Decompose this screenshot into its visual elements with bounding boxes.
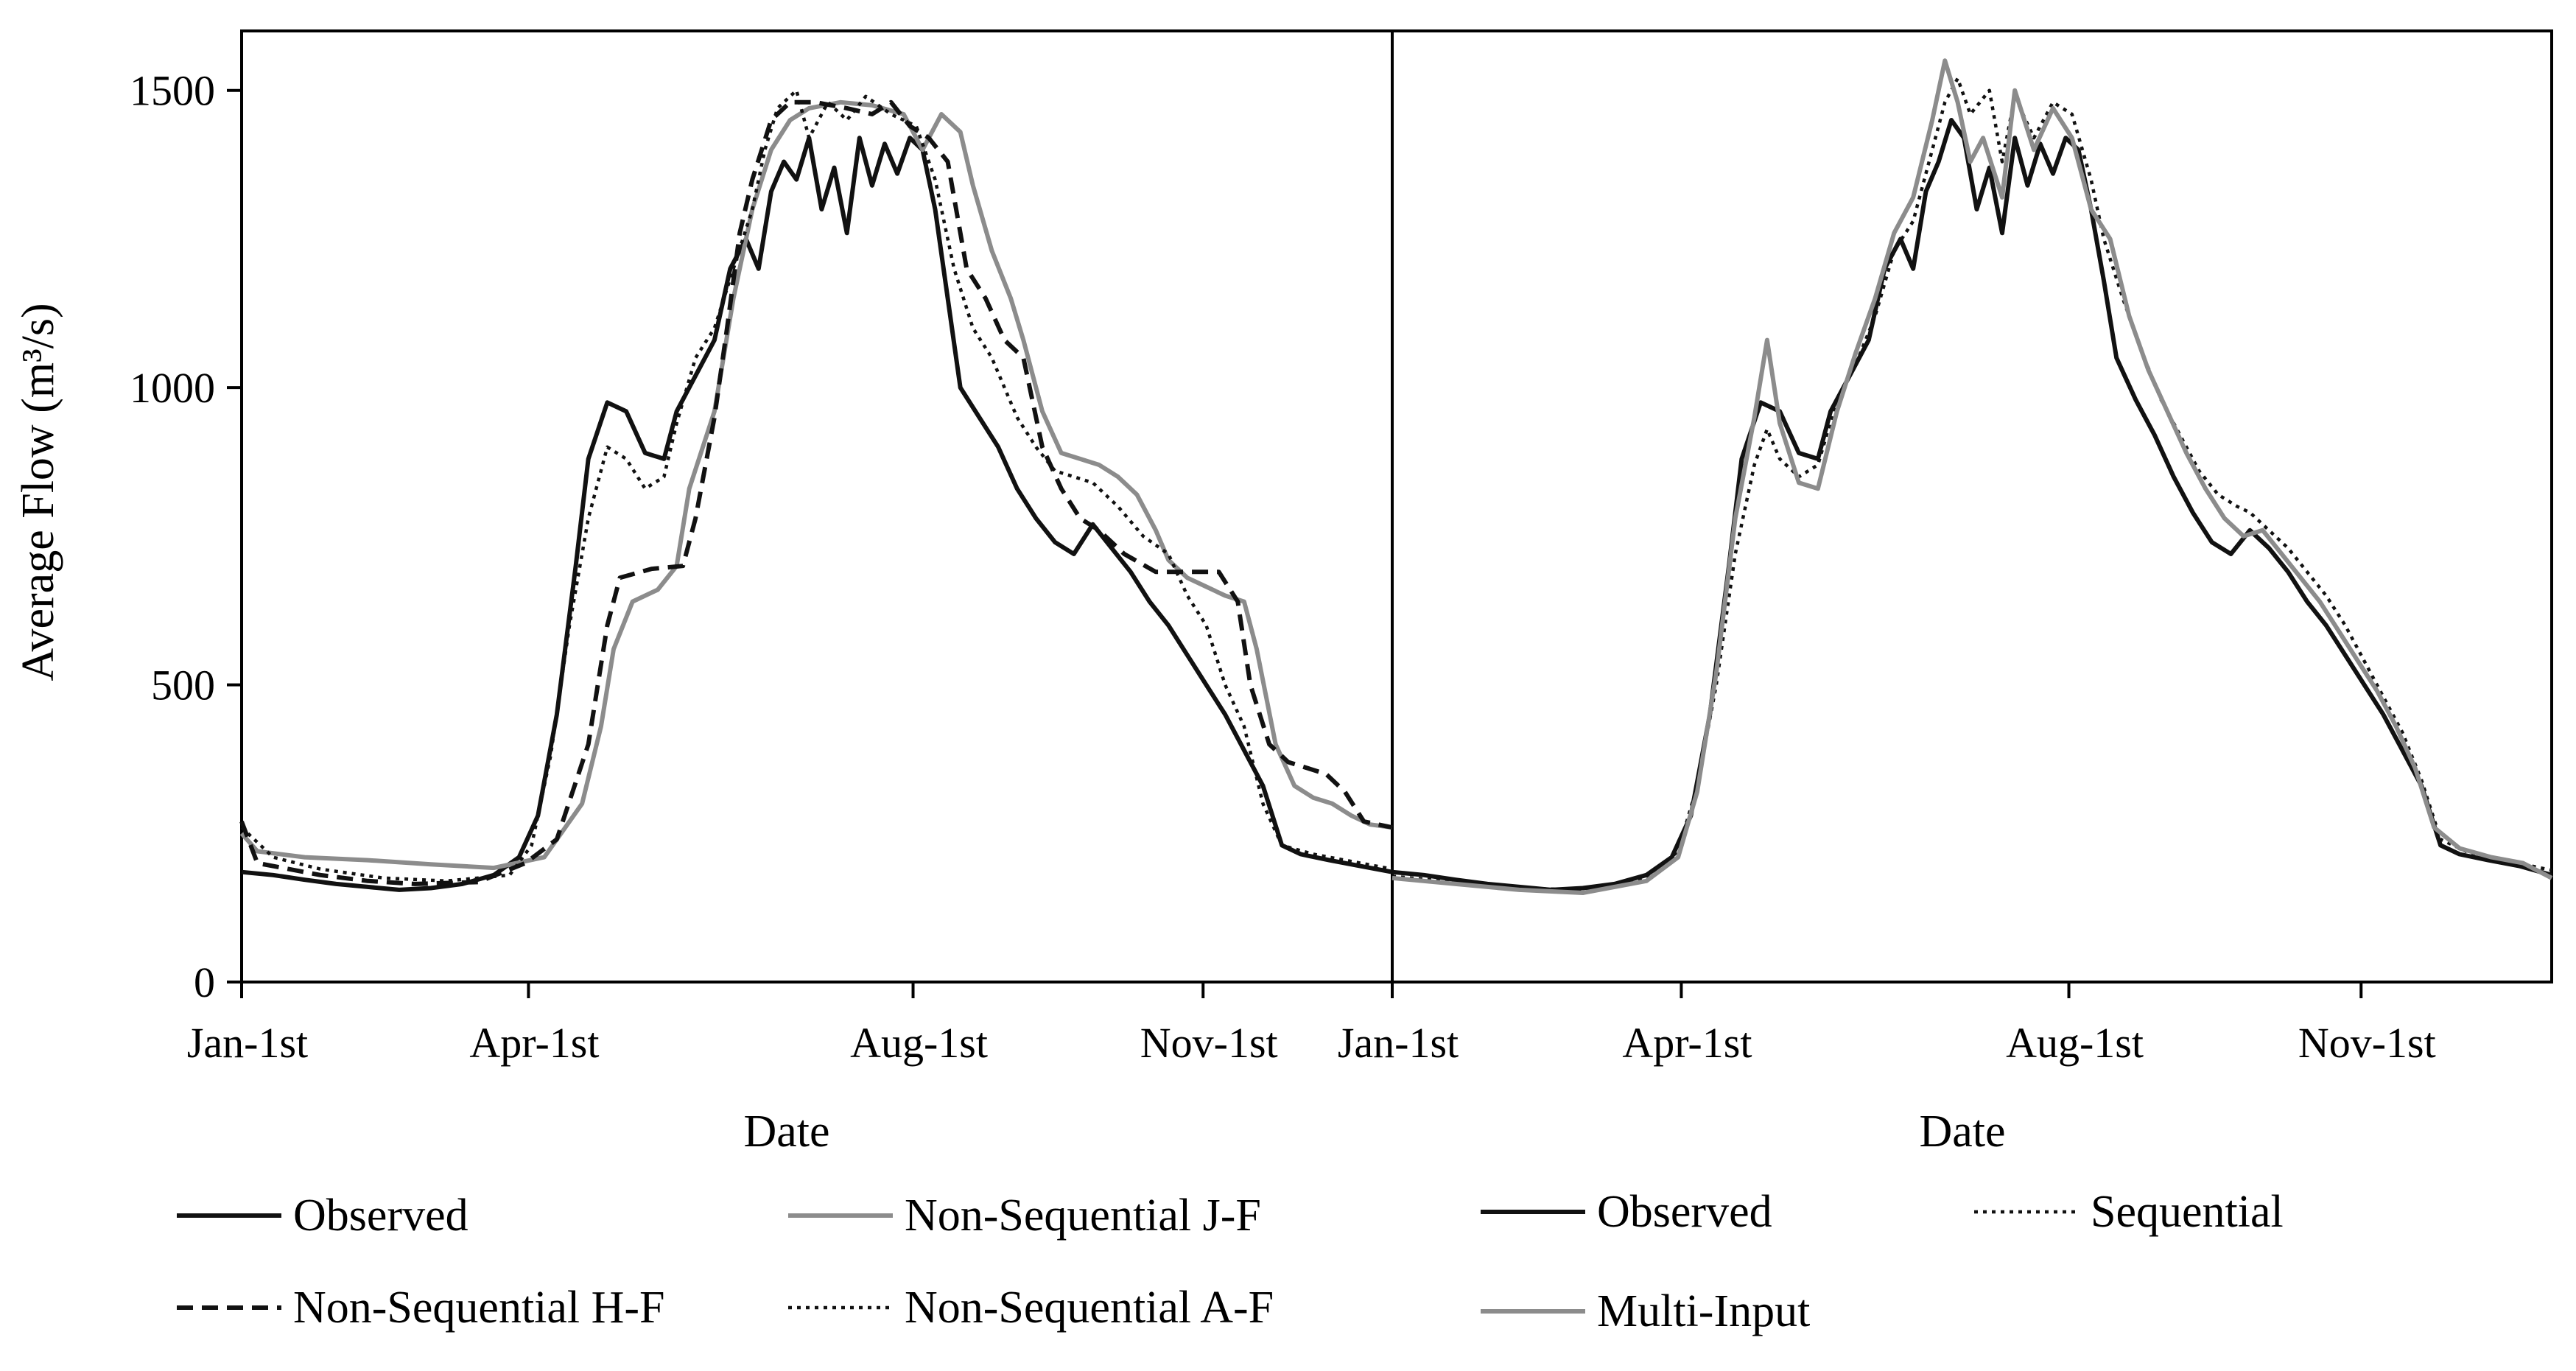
legend-label: Non-Sequential H-F (293, 1283, 665, 1333)
left-panel-series (239, 88, 1393, 892)
y-axis-title: Average Flow (m³/s) (13, 303, 63, 681)
x-tick-label: Nov-1st (1140, 1019, 1278, 1067)
series-line-multi-input (1391, 58, 2553, 895)
y-tick-label: 1000 (130, 364, 215, 412)
series-line-observed (1391, 118, 2552, 892)
legend-label: Observed (293, 1191, 468, 1241)
right-panel-frame (1391, 29, 2553, 983)
series-line-non-sequential-h-f (239, 99, 1393, 886)
x-tick-label: Aug-1st (850, 1019, 988, 1067)
x-tick-label: Nov-1st (2298, 1019, 2436, 1067)
legend-label: Sequential (2091, 1187, 2284, 1237)
y-tick-label: 500 (151, 662, 215, 709)
x-axis-title-right: Date (1919, 1107, 2005, 1157)
right-panel-ticks: Jan-1st Apr-1st Aug-1st Nov-1st (1338, 982, 2436, 1067)
legend-label: Non-Sequential J-F (905, 1191, 1261, 1241)
x-tick-label: Apr-1st (1622, 1019, 1752, 1067)
y-tick-label: 0 (194, 958, 215, 1006)
x-tick-label: Aug-1st (2006, 1019, 2144, 1067)
legend-label: Multi-Input (1597, 1286, 1810, 1336)
series-line-sequential (1391, 77, 2552, 892)
x-tick-label: Jan-1st (1338, 1019, 1459, 1067)
x-axis-title-left: Date (743, 1107, 829, 1157)
left-panel-ticks: Jan-1st Apr-1st Aug-1st Nov-1st 0 500 1000 1500 (130, 67, 1278, 1067)
x-tick-label: Apr-1st (469, 1019, 599, 1067)
x-tick-label: Jan-1st (187, 1019, 308, 1067)
right-panel-series (1391, 58, 2553, 895)
legend-right: Observed Sequential Multi-Input (1481, 1187, 2284, 1336)
y-tick-label: 1500 (130, 67, 215, 115)
series-line-non-sequential-a-f (240, 88, 1393, 883)
series-line-non-sequential-j-f (239, 99, 1393, 871)
series-line-observed (241, 136, 1393, 892)
legend-label: Non-Sequential A-F (905, 1283, 1274, 1333)
legend-label: Observed (1597, 1187, 1772, 1237)
legend-left: Observed Non-Sequential J-F Non-Sequential… (177, 1191, 1274, 1333)
